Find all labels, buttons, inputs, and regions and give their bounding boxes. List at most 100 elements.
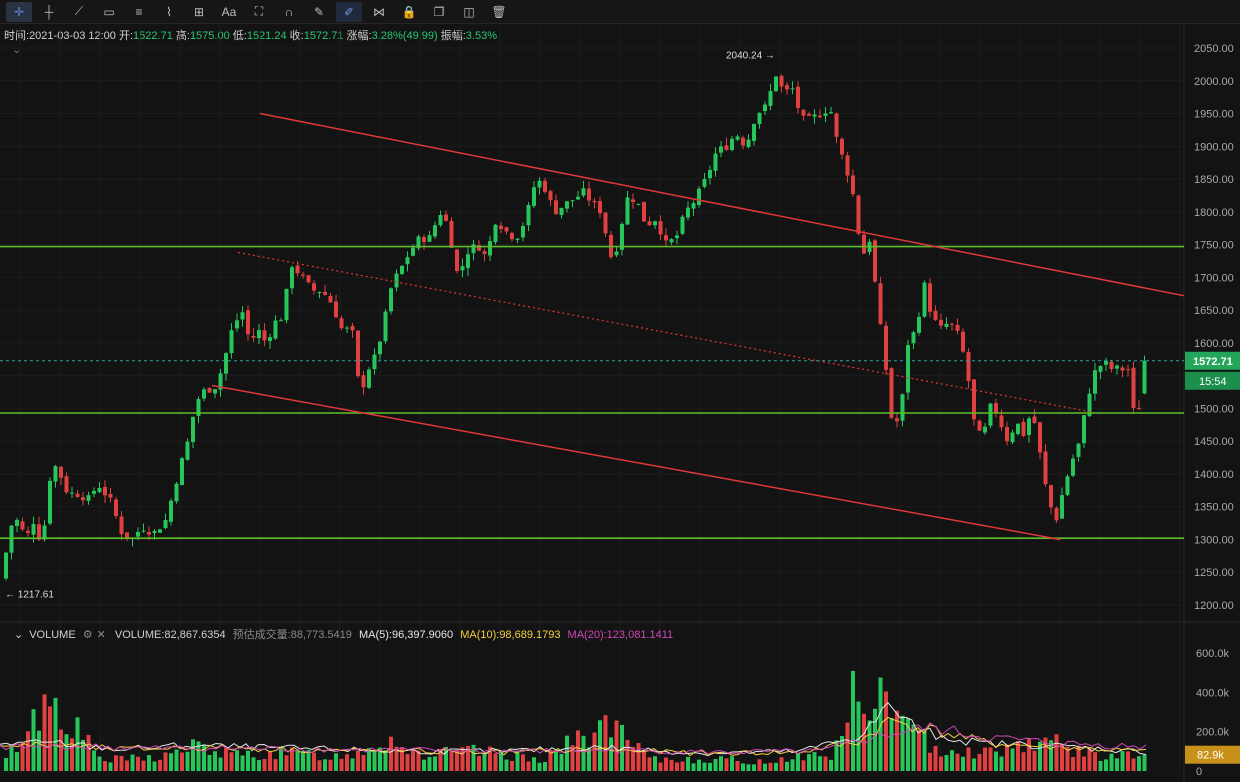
volume-bar-up xyxy=(499,751,503,771)
collapse-chevron-icon: ⌄ xyxy=(12,44,21,56)
volume-bar-up xyxy=(1038,741,1042,771)
candle-up xyxy=(405,257,410,265)
candle-up xyxy=(576,196,580,200)
candle-up xyxy=(1142,360,1147,394)
candle-up xyxy=(158,529,162,533)
candle-down xyxy=(1038,422,1042,453)
volume-bar-up xyxy=(790,759,795,771)
volume-bar-up xyxy=(972,758,976,771)
candle-down xyxy=(1120,367,1125,371)
candle-up xyxy=(174,483,179,502)
volume-bar-up xyxy=(730,756,734,771)
candle-down xyxy=(785,85,789,90)
candle-down xyxy=(251,335,256,338)
wave-pattern-icon[interactable]: ⌇ xyxy=(166,4,172,19)
volume-bar-up xyxy=(713,759,718,771)
volume-bar-up xyxy=(565,735,569,771)
horizontal-line-icon[interactable]: ┼ xyxy=(44,4,54,19)
countdown-badge xyxy=(1185,371,1240,390)
candle-up xyxy=(757,112,762,124)
visibility-icon[interactable]: ⋈ xyxy=(373,4,385,19)
volume-bar-down xyxy=(1065,746,1070,771)
volume-bar-up xyxy=(504,759,509,771)
volume-bar-up xyxy=(334,753,338,771)
volume-bar-down xyxy=(477,755,481,771)
volume-bar-down xyxy=(636,743,641,771)
settings-gear-icon[interactable]: ⚙ xyxy=(82,629,93,641)
volume-bar-up xyxy=(240,755,245,771)
candle-down xyxy=(834,113,839,137)
volume-bar-down xyxy=(158,759,162,771)
candle-up xyxy=(1098,366,1103,372)
last-volume-label: 82.9k xyxy=(1197,750,1224,762)
volume-bar-up xyxy=(15,752,19,771)
candle-down xyxy=(510,232,514,240)
hide-icon[interactable]: ◫ xyxy=(463,4,475,19)
volume-bar-down xyxy=(394,746,399,771)
lock-icon[interactable]: 🔒 xyxy=(401,4,417,19)
ohlc-info-bar: 时间:2021-03-03 12:00 开:1522.71 高:1575.00 … xyxy=(4,27,497,43)
pattern-icon[interactable]: ⛶ xyxy=(254,4,264,18)
volume-bar-up xyxy=(994,751,998,771)
candle-up xyxy=(1093,370,1097,394)
low-price-marker: ← 1217.61 xyxy=(5,589,54,600)
text-tool-icon[interactable]: Aa xyxy=(221,4,237,19)
volume-bar-down xyxy=(928,752,932,771)
volume-bar-up xyxy=(9,746,14,771)
rectangle-icon[interactable]: ▭ xyxy=(103,4,115,19)
candle-down xyxy=(1109,361,1114,370)
candle-up xyxy=(86,495,91,501)
candle-up xyxy=(240,312,245,320)
trend-line-icon[interactable]: ⟋ xyxy=(74,4,84,18)
price-tick-label: 2000.00 xyxy=(1194,76,1234,88)
volume-bar-up xyxy=(961,756,965,771)
parallel-lines-icon[interactable]: ≡ xyxy=(135,4,143,19)
candle-up xyxy=(273,320,278,339)
volume-bar-up xyxy=(1049,740,1053,771)
candle-down xyxy=(361,375,366,388)
candle-down xyxy=(301,274,305,276)
candle-up xyxy=(713,153,718,171)
volume-bar-up xyxy=(532,757,536,771)
volume-bar-up xyxy=(218,757,223,771)
high-label: 高: xyxy=(175,30,190,42)
candle-up xyxy=(163,520,168,529)
magnet-icon[interactable]: ∩ xyxy=(284,4,294,19)
low-label: 低: xyxy=(232,30,247,42)
volume-tick-label: 600.0k xyxy=(1196,648,1230,660)
volume-bar-up xyxy=(213,751,217,771)
collapse-chevron-icon[interactable]: ⌄ xyxy=(14,629,24,641)
candle-down xyxy=(295,265,300,274)
candle-down xyxy=(350,325,355,331)
candle-down xyxy=(840,138,844,155)
volume-bar-up xyxy=(196,741,201,771)
volume-bar-down xyxy=(438,749,443,771)
ma10-label: MA(10): xyxy=(460,629,500,641)
candle-up xyxy=(180,458,184,486)
delete-icon[interactable]: 🗑 xyxy=(491,4,507,19)
price-tick-label: 1650.00 xyxy=(1194,305,1234,317)
candle-up xyxy=(1115,365,1119,369)
copy-icon[interactable]: ❐ xyxy=(433,4,445,19)
candle-down xyxy=(246,310,250,335)
volume-title: VOLUME xyxy=(29,629,76,641)
volume-bar-down xyxy=(658,762,663,771)
volume-bar-up xyxy=(746,764,751,771)
time-value: 2021-03-03 12:00 xyxy=(29,30,116,42)
measure-icon[interactable]: ⊞ xyxy=(193,4,205,19)
volume-bar-up xyxy=(752,764,756,771)
crosshair-icon[interactable]: ✛ xyxy=(6,1,32,22)
volume-bar-down xyxy=(284,755,289,771)
volume-bar-down xyxy=(642,750,646,771)
volume-bar-up xyxy=(378,747,382,771)
candle-up xyxy=(31,524,36,535)
ruler-icon[interactable]: ✎ xyxy=(313,4,325,19)
volume-bar-up xyxy=(840,736,844,771)
close-icon[interactable]: ✕ xyxy=(96,629,106,641)
candle-up xyxy=(185,441,190,460)
candle-up xyxy=(1016,423,1020,434)
lock-drawing-icon[interactable]: ✐ xyxy=(336,1,362,22)
candle-up xyxy=(196,399,201,416)
candle-up xyxy=(433,225,437,237)
